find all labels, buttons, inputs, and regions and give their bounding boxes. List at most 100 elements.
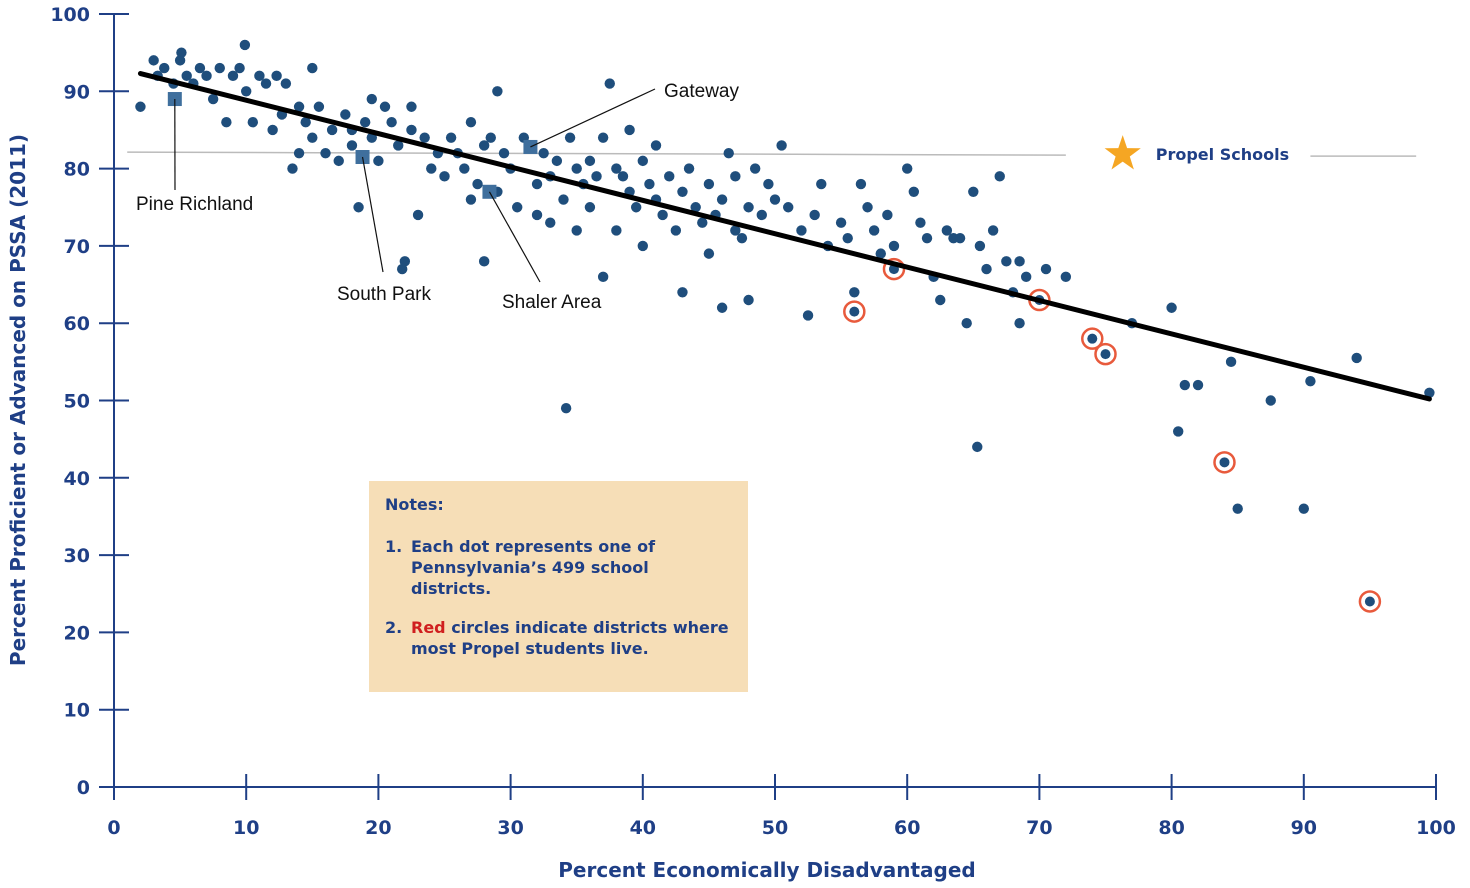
data-point: [159, 62, 170, 74]
data-point: [730, 171, 741, 182]
data-point: [888, 240, 900, 252]
note-2: 2. Red circles indicate districts where …: [385, 617, 732, 659]
data-point: [611, 163, 622, 174]
x-tick-label: 90: [1291, 817, 1317, 839]
data-point: [703, 248, 715, 259]
data-point: [954, 232, 966, 244]
data-point: [981, 263, 992, 275]
data-point: [439, 171, 450, 182]
data-point: [412, 209, 424, 221]
data-point: [406, 101, 417, 112]
data-point: [406, 124, 417, 136]
callout-leader-line: [488, 191, 541, 283]
note-2-number: 2.: [385, 618, 403, 637]
note-2-rest: circles indicate districts where most Pr…: [411, 618, 729, 658]
data-point: [597, 271, 609, 283]
data-point: [340, 109, 351, 120]
data-point: [637, 155, 648, 167]
data-point: [657, 209, 668, 221]
data-point: [994, 171, 1005, 182]
y-tick-label: 50: [64, 391, 90, 413]
data-point: [293, 147, 305, 159]
data-point: [630, 202, 642, 213]
data-point: [419, 132, 430, 143]
data-point: [1166, 302, 1177, 313]
data-point: [485, 132, 496, 143]
data-point: [426, 163, 437, 174]
data-point: [1179, 379, 1191, 391]
trend-line: [137, 71, 1432, 402]
data-point: [1298, 503, 1310, 514]
data-point: [935, 294, 946, 306]
data-point: [148, 55, 159, 66]
data-point: [386, 117, 397, 128]
notes-title: Notes:: [385, 495, 444, 514]
data-point: [882, 209, 893, 221]
data-point: [326, 124, 338, 136]
data-point: [181, 70, 192, 82]
highlighted-data-point: [1087, 333, 1098, 344]
data-point: [287, 163, 298, 174]
x-tick-label: 100: [1416, 817, 1456, 839]
note-1-number: 1.: [385, 537, 403, 556]
x-tick-label: 10: [233, 817, 259, 839]
data-point: [313, 101, 325, 112]
data-point: [478, 256, 490, 267]
y-tick-label: 0: [77, 777, 90, 799]
data-point: [1060, 271, 1072, 283]
propel-reference-line-group: Propel Schools: [127, 135, 1417, 170]
data-point: [267, 124, 278, 136]
x-axis-ticks: 0 10 20 30 40 50 60 70 80 90 100: [107, 774, 1456, 839]
y-tick-label: 20: [64, 622, 90, 644]
notes-box: Notes: 1. Each dot represents one of Pen…: [369, 481, 748, 692]
data-point: [763, 178, 774, 190]
data-point: [1225, 356, 1237, 368]
data-point: [716, 302, 728, 313]
data-point: [399, 256, 411, 267]
data-point: [802, 310, 814, 321]
data-point: [373, 155, 384, 167]
data-point: [1040, 263, 1052, 275]
y-tick-label: 100: [50, 4, 90, 26]
data-point: [868, 225, 880, 236]
propel-reference-line: [127, 151, 1066, 156]
y-tick-label: 80: [64, 159, 90, 181]
highlighted-districts: [843, 257, 1382, 613]
data-point: [637, 240, 648, 252]
data-point: [968, 186, 979, 197]
data-point: [239, 39, 251, 51]
data-point: [260, 78, 272, 89]
data-point: [809, 209, 820, 221]
data-point: [941, 225, 953, 236]
data-point: [1014, 256, 1025, 267]
data-point: [379, 101, 391, 112]
data-point: [855, 178, 867, 190]
data-point: [214, 62, 225, 74]
data-point: [571, 163, 582, 174]
data-point: [135, 101, 146, 112]
data-point: [538, 147, 549, 159]
data-point: [611, 225, 622, 236]
y-tick-label: 70: [64, 236, 90, 258]
data-point: [716, 194, 728, 205]
x-tick-label: 20: [365, 817, 391, 839]
data-point: [201, 70, 212, 82]
data-point: [300, 117, 311, 128]
y-tick-label: 40: [64, 468, 90, 490]
x-tick-label: 70: [1026, 817, 1052, 839]
data-point: [492, 86, 503, 97]
data-point: [445, 132, 457, 143]
data-point: [176, 47, 187, 58]
data-point: [465, 117, 477, 128]
callout-label: Gateway: [664, 81, 739, 102]
data-point: [207, 93, 219, 105]
y-tick-label: 60: [64, 313, 90, 335]
data-point: [650, 140, 662, 151]
data-point: [743, 294, 754, 306]
data-point: [1351, 352, 1362, 364]
data-point: [1020, 271, 1032, 283]
data-point: [915, 217, 926, 228]
data-point: [849, 287, 860, 298]
data-point: [604, 78, 615, 89]
